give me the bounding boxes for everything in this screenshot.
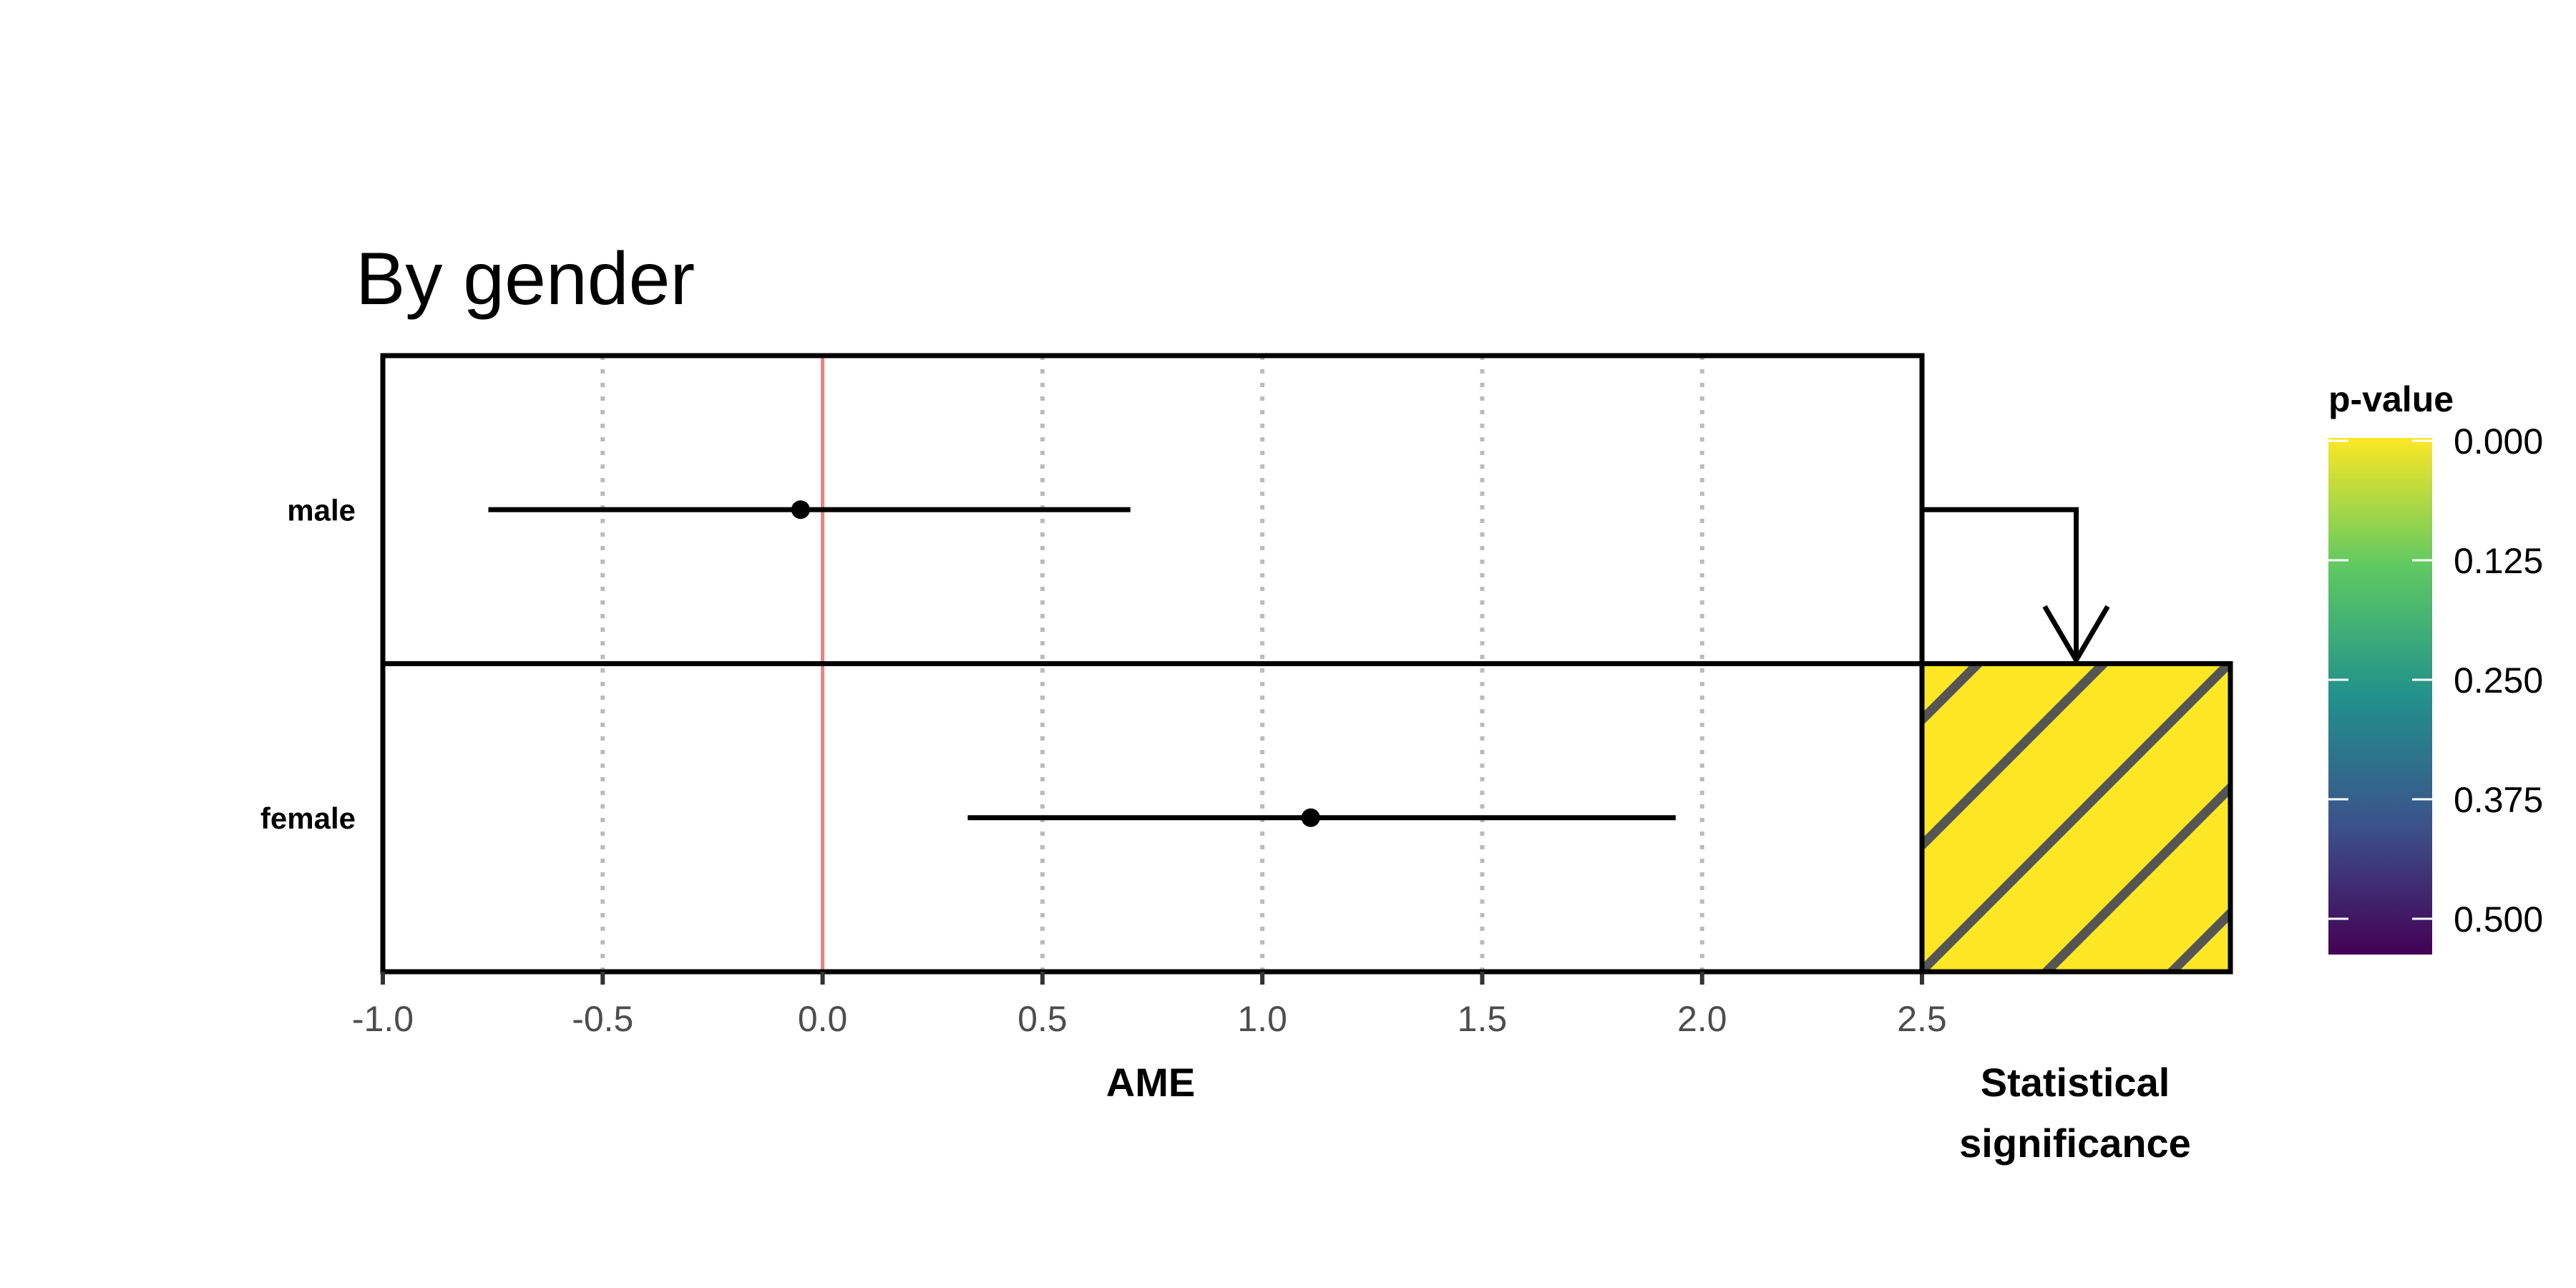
x-tick-label-1: -0.5 [572, 999, 633, 1039]
x-tick-label-2: 0.0 [798, 999, 848, 1039]
legend-ticks: 0.000 0.125 0.250 0.375 0.500 [2328, 421, 2543, 940]
x-axis: -1.0 -0.5 0.0 0.5 1.0 1.5 2.0 2.5 [352, 972, 1947, 1039]
estimates [488, 500, 1676, 827]
significance-arrowhead [2042, 605, 2110, 665]
legend-tick-label-2: 0.250 [2454, 660, 2543, 701]
significance-panel [1919, 507, 2233, 975]
legend: p-value 0.000 0.125 0.250 0.375 0.500 [2328, 379, 2543, 955]
category-labels: male female [260, 493, 356, 835]
plot-panel [380, 353, 1925, 975]
x-tick-label-6: 2.0 [1677, 999, 1727, 1039]
legend-title: p-value [2328, 379, 2454, 419]
legend-tick-label-4: 0.500 [2454, 899, 2543, 940]
point-male [791, 500, 810, 519]
chart-title: By gender [356, 238, 695, 321]
colorbar [2328, 438, 2432, 955]
x-tick-label-0: -1.0 [352, 999, 414, 1039]
legend-tick-label-1: 0.125 [2454, 541, 2543, 581]
significance-cell-female [1919, 661, 2233, 975]
significance-title-line-1: Statistical [1981, 1060, 2170, 1105]
x-tick-label-4: 1.0 [1237, 999, 1287, 1039]
x-axis-title: AME [1106, 1060, 1195, 1105]
x-tick-label-5: 1.5 [1458, 999, 1508, 1039]
x-tick-label-3: 0.5 [1018, 999, 1068, 1039]
category-label-female: female [260, 801, 356, 835]
significance-title-line-2: significance [1959, 1121, 2191, 1166]
category-label-male: male [287, 493, 356, 527]
legend-tick-label-3: 0.375 [2454, 780, 2543, 820]
significance-arrow [1922, 507, 2079, 660]
point-female [1301, 808, 1320, 827]
legend-tick-label-0: 0.000 [2454, 421, 2543, 462]
x-tick-label-7: 2.5 [1897, 999, 1947, 1039]
